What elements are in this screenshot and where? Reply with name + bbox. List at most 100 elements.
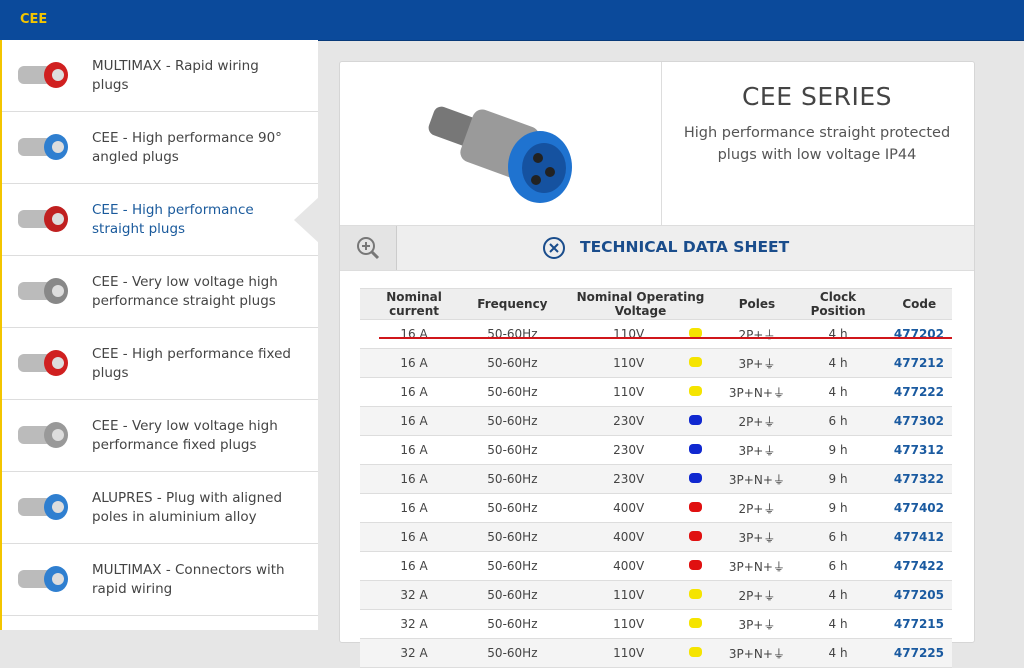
product-panel: CEE SERIES High performance straight pro… <box>339 61 975 668</box>
voltage: 400V <box>556 522 725 552</box>
clock-position: 4 h <box>789 377 887 407</box>
code[interactable]: 477312 <box>886 435 952 465</box>
table-row: 16 A 50-60Hz 110V 3P+⏚ 4 h 477212 <box>360 348 952 378</box>
clock-position: 6 h <box>789 522 887 552</box>
clock-position: 4 h <box>789 348 887 378</box>
table-row: 16 A 50-60Hz 400V 3P+⏚ 6 h 477412 <box>360 522 952 552</box>
header-title: CEE <box>20 12 48 27</box>
divider <box>661 62 662 225</box>
code[interactable]: 477212 <box>886 348 952 378</box>
current: 16 A <box>360 319 469 349</box>
item-label: MULTIMAX - Connectors with rapid wiring <box>92 561 285 597</box>
item-label: CEE - Very low voltage high performance … <box>92 417 278 453</box>
code[interactable]: 477205 <box>886 580 952 610</box>
voltage-text: 110V <box>613 356 645 370</box>
voltage-text: 400V <box>613 501 645 515</box>
frequency: 50-60Hz <box>468 551 557 581</box>
poles: 3P+N+⏚ <box>724 377 790 407</box>
table-row: 16 A 50-60Hz 110V 2P+⏚ 4 h 477202 <box>360 319 952 349</box>
product-description: High performance straight protected plug… <box>683 125 951 163</box>
frequency: 50-60Hz <box>468 464 557 494</box>
code[interactable]: 477202 <box>886 319 952 349</box>
voltage: 110V <box>556 319 725 349</box>
item-icon <box>18 350 68 376</box>
code[interactable]: 477222 <box>886 377 952 407</box>
frequency: 50-60Hz <box>468 319 557 349</box>
sidebar-item[interactable]: CEE - High performance 90° angled plugs <box>2 112 318 184</box>
product-image <box>428 106 572 203</box>
current: 16 A <box>360 551 469 581</box>
poles: 3P+N+⏚ <box>724 638 790 668</box>
poles: 2P+⏚ <box>724 406 790 436</box>
clock-position: 6 h <box>789 406 887 436</box>
column-header: Nominal Operating Voltage <box>556 288 725 320</box>
code[interactable]: 477402 <box>886 493 952 523</box>
voltage-text: 110V <box>613 385 645 399</box>
table-row: 16 A 50-60Hz 110V 3P+N+⏚ 4 h 477222 <box>360 377 952 407</box>
item-label: CEE - High performance straight plugs <box>92 201 254 237</box>
sheet-title[interactable]: TECHNICAL DATA SHEET <box>580 238 790 256</box>
code[interactable]: 477302 <box>886 406 952 436</box>
code[interactable]: 477412 <box>886 522 952 552</box>
header: CEE <box>0 0 1024 41</box>
sidebar-item[interactable]: CEE - Very low voltage high performance … <box>2 256 318 328</box>
poles: 2P+⏚ <box>724 493 790 523</box>
item-icon <box>18 566 68 592</box>
voltage-dot <box>689 589 703 599</box>
table-row: 16 A 50-60Hz 230V 3P+⏚ 9 h 477312 <box>360 435 952 465</box>
clock-position: 4 h <box>789 638 887 668</box>
sidebar-item[interactable]: ALUPRES - Plug with aligned poles in alu… <box>2 472 318 544</box>
voltage-dot <box>689 386 703 396</box>
voltage-dot <box>689 531 703 541</box>
sidebar-item[interactable]: CEE - High performance straight plugs <box>2 184 320 256</box>
voltage-text: 400V <box>613 530 645 544</box>
column-header: Code <box>886 288 952 320</box>
code[interactable]: 477422 <box>886 551 952 581</box>
sidebar-item[interactable]: CEE - High performance fixed plugs <box>2 328 318 400</box>
clock-position: 9 h <box>789 493 887 523</box>
data-table: Nominal current Frequency Nominal Operatin… <box>360 288 952 668</box>
frequency: 50-60Hz <box>468 580 557 610</box>
sidebar-item[interactable]: MULTIMAX - Rapid wiring plugs <box>2 40 318 112</box>
frequency: 50-60Hz <box>468 348 557 378</box>
code[interactable]: 477225 <box>886 638 952 668</box>
item-icon <box>18 278 68 304</box>
column-header: Frequency <box>468 288 557 320</box>
voltage: 230V <box>556 464 725 494</box>
frequency: 50-60Hz <box>468 522 557 552</box>
frequency: 50-60Hz <box>468 406 557 436</box>
code[interactable]: 477215 <box>886 609 952 639</box>
current: 32 A <box>360 580 469 610</box>
item-label: ALUPRES - Plug with aligned poles in alu… <box>92 489 283 525</box>
clock-position: 9 h <box>789 435 887 465</box>
poles: 2P+⏚ <box>724 580 790 610</box>
table-row: 16 A 50-60Hz 400V 3P+N+⏚ 6 h 477422 <box>360 551 952 581</box>
code[interactable]: 477322 <box>886 464 952 494</box>
voltage: 110V <box>556 609 725 639</box>
item-icon <box>18 206 68 232</box>
sidebar-item[interactable]: CEE - Very low voltage high performance … <box>2 400 318 472</box>
table-row: 32 A 50-60Hz 110V 2P+⏚ 4 h 477205 <box>360 580 952 610</box>
close-icon[interactable] <box>542 236 566 260</box>
sidebar-item[interactable]: MULTIMAX - Connectors with rapid wiring <box>2 544 318 616</box>
highlight-line <box>379 337 952 339</box>
voltage: 110V <box>556 377 725 407</box>
item-icon <box>18 62 68 88</box>
voltage-dot <box>689 444 703 454</box>
current: 16 A <box>360 406 469 436</box>
frequency: 50-60Hz <box>468 609 557 639</box>
table-row: 16 A 50-60Hz 230V 2P+⏚ 6 h 477302 <box>360 406 952 436</box>
poles: 3P+⏚ <box>724 609 790 639</box>
item-label: MULTIMAX - Rapid wiring plugs <box>92 57 259 93</box>
voltage-text: 230V <box>613 472 645 486</box>
item-icon <box>18 494 68 520</box>
voltage-dot <box>689 502 703 512</box>
zoom-button[interactable] <box>340 226 397 270</box>
voltage-dot <box>689 473 703 483</box>
table-row: 32 A 50-60Hz 110V 3P+⏚ 4 h 477215 <box>360 609 952 639</box>
voltage-text: 110V <box>613 588 645 602</box>
product-title: CEE SERIES <box>741 82 893 111</box>
voltage: 110V <box>556 580 725 610</box>
current: 16 A <box>360 377 469 407</box>
